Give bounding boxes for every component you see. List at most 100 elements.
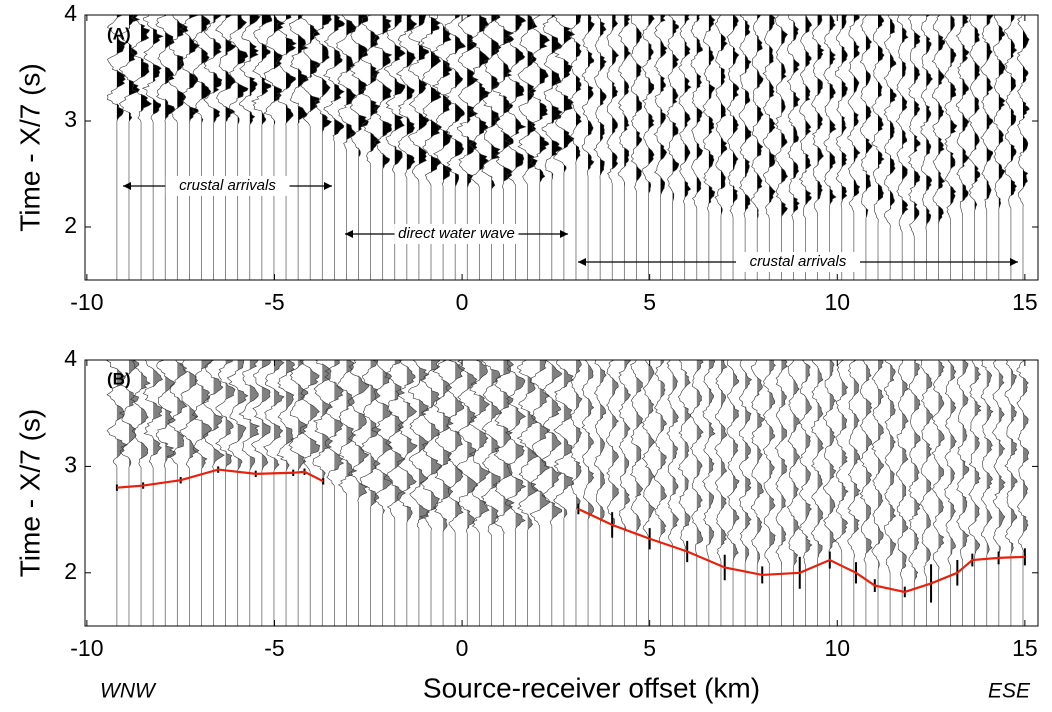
annotation: crustal arrivals (179, 177, 276, 194)
trace-wiggle (238, 360, 261, 471)
trace-fill (998, 15, 1006, 209)
trace-fill (575, 360, 583, 511)
trace-fill (733, 360, 740, 563)
trace-wiggle (980, 360, 994, 556)
trace-fill (805, 15, 812, 220)
trace-fill (249, 15, 261, 125)
trace-wiggle (618, 360, 631, 533)
trace-wiggle (967, 360, 982, 557)
trace-fill (902, 360, 909, 580)
trace-wiggle (690, 360, 704, 555)
trace-wiggle (203, 15, 223, 124)
trace-wiggle (480, 360, 502, 536)
trace-wiggle (750, 15, 764, 219)
trace-wiggle (371, 15, 393, 169)
trace-fill (950, 360, 957, 566)
x-tick-label: 15 (1012, 289, 1038, 315)
trace-wiggle (202, 360, 225, 470)
trace-wiggle (823, 15, 837, 210)
trace-wiggle (250, 15, 273, 126)
trace-fill (225, 15, 236, 125)
trace-fill (310, 360, 320, 472)
x-tick-label: 0 (456, 289, 469, 315)
trace-wiggle (895, 15, 909, 234)
trace-wiggle (883, 360, 897, 575)
trace-fill (116, 15, 127, 122)
trace-wiggle (642, 360, 655, 541)
trace-wiggle (431, 15, 453, 187)
trace-fill (515, 15, 526, 187)
trace-wiggle (835, 15, 848, 208)
trace-wiggle (666, 360, 679, 548)
trace-wiggle (907, 15, 921, 237)
panel: -10 -5 0 5 10 15 2 3 4 Time - X/7 (s) (B) Source-re… (14, 345, 1039, 703)
trace-wiggle (1017, 15, 1030, 208)
y-tick-label: 3 (64, 106, 77, 132)
trace-fill (165, 15, 175, 123)
trace-wiggle (630, 360, 644, 537)
trace-fill (394, 15, 406, 174)
trace-wiggle (786, 15, 801, 222)
trace-fill (853, 15, 861, 213)
trace-fill (769, 360, 776, 566)
trace-fill (757, 15, 764, 219)
trace-fill (177, 15, 189, 123)
trace-wiggle (726, 15, 740, 218)
trace-fill (745, 15, 752, 218)
trace-wiggle (726, 360, 740, 563)
trace-wiggle (383, 15, 406, 174)
trace-wiggle (798, 15, 813, 220)
trace-fill (491, 15, 501, 190)
trace-wiggle (322, 15, 345, 142)
trace-wiggle (360, 15, 381, 165)
trace-fill (370, 15, 381, 165)
trace-wiggle (847, 15, 861, 213)
trace-fill (588, 360, 594, 522)
x-tick-label: 0 (456, 635, 469, 661)
trace-fill (213, 15, 222, 124)
plot-frame (84, 359, 1039, 627)
trace-wiggle (677, 360, 691, 551)
trace-wiggle (641, 15, 655, 195)
trace-wiggle (445, 360, 466, 533)
y-axis-label: Time - X/7 (s) (14, 409, 45, 578)
trace-wiggle (931, 15, 946, 226)
trace-wiggle (553, 15, 576, 173)
trace-wiggle (798, 360, 813, 566)
trace-wiggle (570, 360, 583, 511)
trace-wiggle (835, 360, 849, 554)
trace-fill (793, 15, 800, 222)
trace-wiggle (517, 15, 538, 185)
trace-wiggle (275, 15, 297, 126)
trace-fill (455, 15, 466, 187)
trace-wiggle (191, 360, 213, 470)
trace-wiggle (593, 15, 607, 180)
trace-fill (962, 360, 969, 560)
trace-wiggle (106, 15, 127, 122)
trace-wiggle (276, 360, 295, 472)
trace-wiggle (666, 15, 680, 202)
trace-fill (878, 15, 885, 224)
trace-wiggle (859, 360, 873, 564)
y-tick-label: 2 (64, 212, 77, 238)
annotation-bg (394, 224, 519, 244)
trace-fill (817, 15, 824, 215)
trace-fill (515, 360, 526, 533)
trace-wiggle (468, 360, 491, 535)
trace-fill (431, 15, 442, 186)
x-tick-label: 5 (643, 289, 656, 315)
trace-fill (938, 360, 945, 572)
trace-wiggle (811, 15, 825, 215)
trace-wiggle (141, 15, 164, 123)
trace-wiggle (228, 15, 249, 125)
trace-fill (201, 15, 211, 124)
trace-wiggle (714, 15, 728, 216)
trace-fill (986, 360, 993, 556)
trace-fill (177, 360, 187, 469)
trace-fill (370, 360, 381, 510)
x-tick-label: -5 (264, 635, 284, 661)
trace-fill (286, 360, 295, 472)
trace-fill (805, 360, 812, 566)
trace-wiggle (168, 15, 189, 123)
